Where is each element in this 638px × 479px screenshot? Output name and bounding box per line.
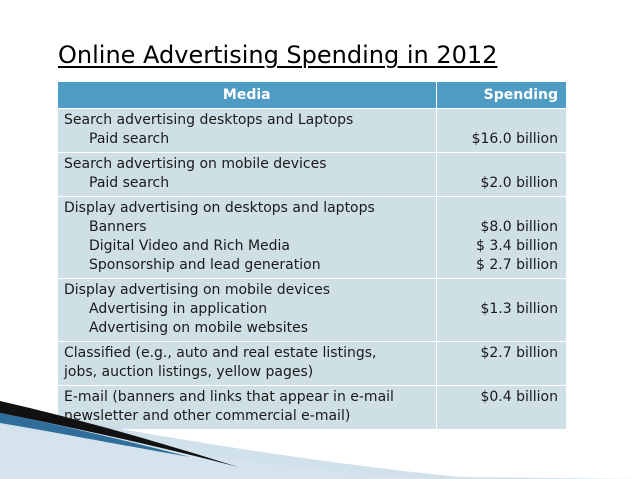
spending-cell: $2.0 billion [436,152,566,197]
spending-table: Media Spending Search advertising deskto… [58,82,566,430]
media-category-continued: jobs, auction listings, yellow pages) [64,364,314,380]
spending-value: $ 2.7 billion [476,257,558,273]
table-row: Search advertising desktops and Laptops … [58,108,566,153]
spending-cell: $1.3 billion [436,278,566,342]
table-row: Classified (e.g., auto and real estate l… [58,341,566,386]
spending-value: $8.0 billion [480,219,558,235]
spending-cell: $8.0 billion $ 3.4 billion $ 2.7 billion [436,196,566,279]
table-row: E-mail (banners and links that appear in… [58,385,566,430]
spending-column-header: Spending [436,82,566,109]
media-category: Search advertising on mobile devices [64,156,327,172]
media-column-header: Media [58,82,437,109]
media-subitem: Paid search [89,175,170,191]
media-cell: Search advertising desktops and Laptops … [58,108,437,153]
swoosh-blue-accent [0,413,190,457]
media-category: E-mail (banners and links that appear in… [64,389,394,405]
spending-value: $0.4 billion [480,389,558,405]
spending-value: $2.7 billion [480,345,558,361]
table-header-row: Media Spending [58,82,566,109]
media-category-continued: newsletter and other commercial e-mail) [64,408,351,424]
table-row: Search advertising on mobile devices Pai… [58,152,566,197]
media-category: Display advertising on mobile devices [64,282,331,298]
media-subitem: Paid search [89,131,170,147]
spending-value: $2.0 billion [480,175,558,191]
media-subitem: Sponsorship and lead generation [89,257,321,273]
media-cell: Display advertising on mobile devices Ad… [58,278,437,342]
media-subitem: Advertising in application [89,301,268,317]
spending-cell: $2.7 billion [436,341,566,386]
slide-title: Online Advertising Spending in 2012 [58,41,498,69]
swoosh-light-band-inner [0,425,430,479]
media-subitem: Advertising on mobile websites [89,320,308,336]
spending-cell: $0.4 billion [436,385,566,430]
media-category: Classified (e.g., auto and real estate l… [64,345,377,361]
spending-value: $1.3 billion [480,301,558,317]
table-row: Display advertising on mobile devices Ad… [58,278,566,342]
swoosh-dark-stroke [0,401,238,467]
media-cell: E-mail (banners and links that appear in… [58,385,437,430]
spending-cell: $16.0 billion [436,108,566,153]
decorative-swoosh [0,401,638,479]
media-category: Search advertising desktops and Laptops [64,112,354,128]
spending-value: $ 3.4 billion [476,238,558,254]
media-subitem: Banners [89,219,147,235]
table-row: Display advertising on desktops and lapt… [58,196,566,279]
media-cell: Display advertising on desktops and lapt… [58,196,437,279]
media-cell: Classified (e.g., auto and real estate l… [58,341,437,386]
media-subitem: Digital Video and Rich Media [89,238,291,254]
media-category: Display advertising on desktops and lapt… [64,200,375,216]
spending-value: $16.0 billion [471,131,558,147]
media-cell: Search advertising on mobile devices Pai… [58,152,437,197]
